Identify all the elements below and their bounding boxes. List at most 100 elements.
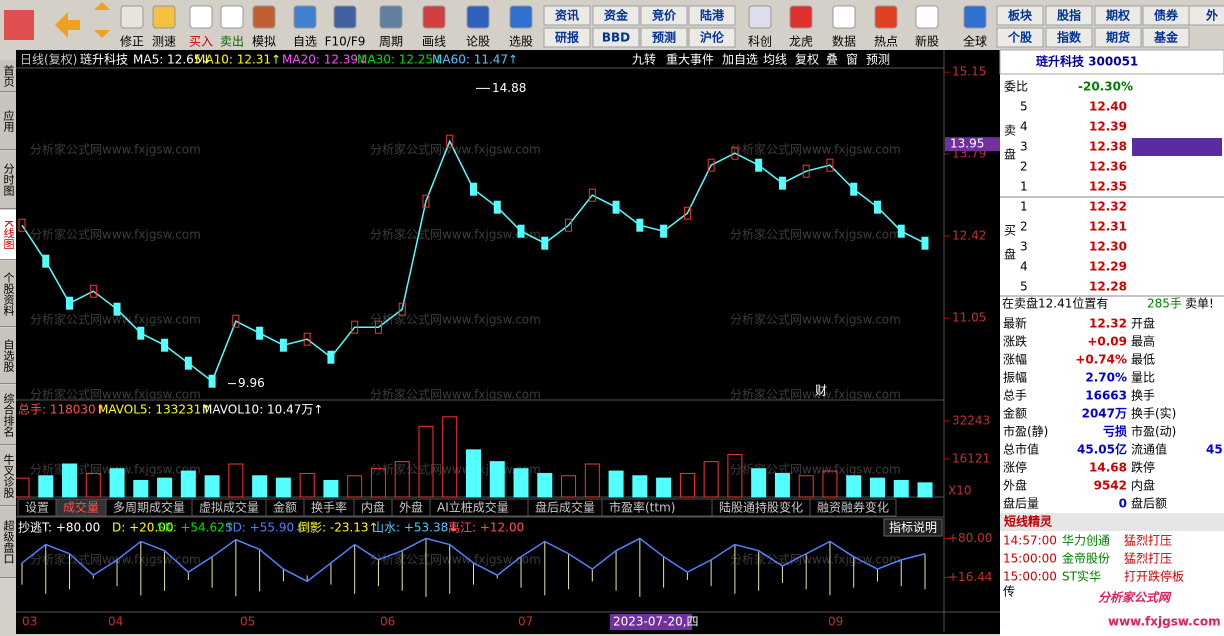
panel-tab[interactable]: 融资融券变化 (817, 500, 889, 515)
grid-button[interactable]: 期权 (1106, 8, 1131, 23)
chart-button[interactable]: 重大事件 (666, 53, 714, 67)
grid-button[interactable]: 竞价 (652, 8, 677, 23)
grid-button[interactable]: BBD (602, 31, 630, 45)
grid-button[interactable]: 期货 (1106, 30, 1130, 45)
tool-icon[interactable] (379, 5, 403, 29)
grid-button-bg[interactable] (1188, 5, 1224, 26)
grid-button-bg[interactable] (592, 5, 640, 26)
tool-button[interactable]: 科创 (748, 35, 772, 49)
tool-icon[interactable] (748, 5, 772, 29)
chart-button[interactable]: 九转 (632, 52, 656, 67)
grid-button-bg[interactable] (1045, 5, 1093, 26)
panel-tab[interactable]: 盘后成交量 (535, 500, 595, 515)
tool-button[interactable]: 测速 (152, 35, 176, 49)
tool-icon[interactable] (789, 5, 813, 29)
grid-button[interactable]: 指数 (1057, 30, 1082, 45)
grid-button-bg[interactable] (688, 5, 736, 26)
grid-button[interactable]: 研报 (555, 30, 579, 45)
side-tab[interactable]: 超级盘口 (0, 507, 16, 578)
grid-button[interactable]: 陆港 (700, 8, 725, 23)
grid-button[interactable]: 基金 (1153, 30, 1179, 45)
chart-button[interactable]: 叠 (826, 53, 838, 67)
tool-icon[interactable] (874, 5, 898, 29)
tool-button[interactable]: 选股 (509, 35, 533, 49)
panel-tab-bg[interactable] (809, 498, 897, 517)
tool-icon[interactable] (120, 5, 144, 29)
tool-button[interactable]: 周期 (379, 35, 403, 49)
panel-tab[interactable]: 金额 (273, 500, 297, 515)
grid-button-bg[interactable] (640, 27, 688, 48)
side-tab[interactable]: 个股资料 (0, 261, 16, 327)
grid-button-bg[interactable] (543, 5, 591, 26)
tool-button[interactable]: 自选 (293, 35, 317, 49)
grid-button-bg[interactable] (1045, 27, 1093, 48)
side-tab[interactable]: 自选股 (0, 328, 16, 384)
grid-button[interactable]: 个股 (1007, 30, 1033, 45)
tool-icon[interactable] (189, 5, 213, 29)
side-tab[interactable]: 牛叉诊股 (0, 446, 16, 506)
panel-tab[interactable]: 虚拟成交量 (199, 500, 259, 515)
help-button[interactable]: 指标说明 (889, 520, 937, 535)
grid-button-bg[interactable] (1094, 5, 1142, 26)
side-tab[interactable]: 应用 (0, 93, 16, 150)
grid-button-bg[interactable] (996, 27, 1044, 48)
tool-icon[interactable] (252, 5, 276, 29)
grid-button-bg[interactable] (640, 5, 688, 26)
tool-button[interactable]: F10/F9 (325, 35, 366, 49)
panel-tab[interactable]: 设置 (25, 501, 49, 515)
tool-icon[interactable] (466, 5, 490, 29)
grid-button-bg[interactable] (592, 27, 640, 48)
panel-tab[interactable]: 成交量 (63, 500, 99, 515)
tool-icon[interactable] (152, 5, 176, 29)
tool-button[interactable]: 龙虎 (789, 35, 813, 49)
grid-button[interactable]: 沪伦 (700, 30, 725, 45)
grid-button[interactable]: 债券 (1154, 8, 1179, 23)
tool-icon[interactable] (915, 5, 939, 29)
tool-icon[interactable] (220, 5, 244, 29)
side-tab[interactable]: K线图 (0, 210, 16, 260)
chart-button[interactable]: 均线 (763, 53, 787, 67)
chart-button[interactable]: 窗 (846, 53, 858, 67)
tool-icon[interactable] (333, 5, 357, 29)
panel-tab[interactable]: AI立桩成交量 (437, 500, 509, 515)
grid-button[interactable]: 股指 (1057, 8, 1081, 23)
panel-tab[interactable]: 外盘 (399, 500, 423, 515)
tool-button[interactable]: 新股 (915, 34, 939, 49)
grid-button-bg[interactable] (688, 27, 736, 48)
chart-button[interactable]: 预测 (866, 53, 890, 67)
tool-button[interactable]: 数据 (832, 34, 856, 49)
panel-tab[interactable]: 换手率 (311, 500, 347, 515)
tool-button[interactable]: 全球 (963, 34, 987, 49)
tool-button[interactable]: 买入 (189, 35, 213, 49)
panel-tab[interactable]: 市盈率(ttm) (609, 500, 675, 515)
help-bg[interactable] (883, 518, 943, 537)
tool-icon[interactable] (832, 5, 856, 29)
tool-icon[interactable] (422, 5, 446, 29)
grid-button-bg[interactable] (1142, 27, 1190, 48)
grid-button[interactable]: 预测 (652, 30, 676, 45)
grid-button[interactable]: 资金 (604, 8, 629, 23)
panel-tab[interactable]: 多周期成交量 (113, 500, 185, 515)
tool-icon[interactable] (509, 5, 533, 29)
panel-tab[interactable]: 陆股通持股变化 (719, 500, 803, 515)
tool-button[interactable]: 卖出 (220, 35, 244, 49)
chart-button[interactable]: 复权 (795, 53, 819, 67)
grid-button-bg[interactable] (1094, 27, 1142, 48)
grid-button-bg[interactable] (996, 5, 1044, 26)
tool-button[interactable]: 模拟 (252, 35, 276, 49)
tool-button[interactable]: 论股 (466, 35, 490, 49)
chart-button[interactable]: 加自选 (722, 53, 758, 67)
grid-button[interactable]: 板块 (1008, 8, 1033, 23)
tool-button[interactable]: 修正 (120, 34, 144, 49)
panel-tab[interactable]: 内盘 (361, 500, 385, 515)
tool-icon[interactable] (293, 5, 317, 29)
side-tab[interactable]: 分时图 (0, 151, 16, 209)
side-tab[interactable]: 首页 (0, 60, 16, 92)
side-tab[interactable]: 综合排名 (0, 385, 16, 445)
grid-button-bg[interactable] (543, 27, 591, 48)
grid-button[interactable]: 资讯 (555, 8, 579, 23)
tool-button[interactable]: 热点 (874, 35, 898, 49)
grid-button[interactable]: 外 (1206, 8, 1218, 23)
tool-button[interactable]: 画线 (422, 35, 446, 49)
tool-icon[interactable] (963, 5, 987, 29)
